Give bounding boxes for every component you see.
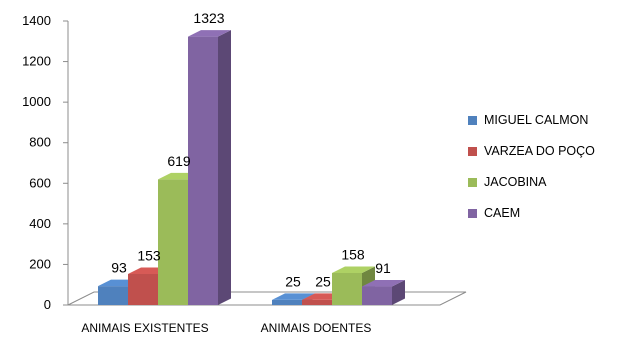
legend-item-jacobina: JACOBINA <box>468 170 595 194</box>
bar-side <box>218 30 231 306</box>
x-category-label: ANIMAIS DOENTES <box>261 321 372 335</box>
y-tick-label: 600 <box>29 175 51 190</box>
data-label: 153 <box>137 247 161 263</box>
bar-front <box>188 36 218 306</box>
legend: MIGUEL CALMON VARZEA DO POÇO JACOBINA CA… <box>468 108 595 232</box>
data-label: 93 <box>111 260 127 276</box>
y-tick-label: 400 <box>29 216 51 231</box>
legend-item-miguel-calmon: MIGUEL CALMON <box>468 108 595 132</box>
bar-front <box>158 179 188 305</box>
bar-side <box>392 280 405 305</box>
data-label: 158 <box>341 246 365 262</box>
bar-top <box>188 30 231 37</box>
y-tick-label: 200 <box>29 256 51 271</box>
data-label: 619 <box>167 153 191 169</box>
x-category-label: ANIMAIS EXISTENTES <box>81 321 208 335</box>
bar-front <box>362 286 392 305</box>
legend-label-jacobina: JACOBINA <box>484 175 547 189</box>
legend-label-caem: CAEM <box>484 206 521 220</box>
data-label: 25 <box>315 273 331 289</box>
legend-item-caem: CAEM <box>468 201 595 225</box>
bar <box>362 280 405 305</box>
bar-front <box>302 299 332 305</box>
bar <box>188 30 231 306</box>
bar-top <box>272 293 315 300</box>
bar-front <box>98 286 128 305</box>
bar-top <box>362 280 405 287</box>
data-label: 91 <box>375 260 391 276</box>
y-tick-label: 1200 <box>22 54 51 69</box>
y-tick-label: 1400 <box>22 13 51 28</box>
legend-swatch-caem <box>468 208 477 218</box>
legend-label-varzea-do-poco: VARZEA DO POÇO <box>484 144 595 158</box>
bar-front <box>128 273 158 305</box>
data-label: 1323 <box>193 10 224 26</box>
bar-front <box>332 272 362 305</box>
y-tick-label: 1000 <box>22 94 51 109</box>
y-tick-label: 800 <box>29 135 51 150</box>
legend-swatch-miguel-calmon <box>468 115 477 125</box>
bar-front <box>272 299 302 305</box>
legend-swatch-varzea-do-poco <box>468 146 477 156</box>
legend-swatch-jacobina <box>468 177 477 187</box>
legend-label-miguel-calmon: MIGUEL CALMON <box>484 113 589 127</box>
data-label: 25 <box>285 273 301 289</box>
legend-item-varzea-do-poco: VARZEA DO POÇO <box>468 139 595 163</box>
bar-top <box>332 266 375 273</box>
y-tick-label: 0 <box>44 297 51 312</box>
